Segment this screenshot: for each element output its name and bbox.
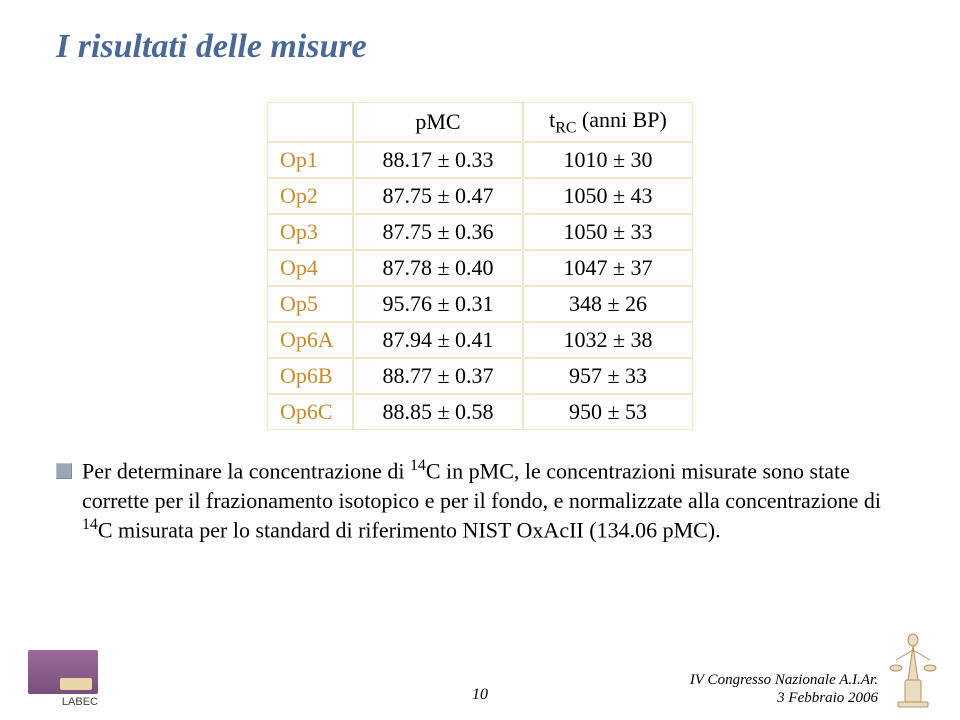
row-label: Op1 [267,142,353,178]
row-pmc: 95.76 ± 0.31 [353,286,523,322]
footer-logo: LABEC [28,650,98,708]
results-table: pMC tRC (anni BP) Op188.17 ± 0.331010 ± … [267,102,693,430]
justice-figure-icon [888,630,938,708]
row-pmc: 87.75 ± 0.47 [353,178,523,214]
row-label: Op3 [267,214,353,250]
bullet-icon [56,463,72,479]
slide-title: I risultati delle misure [56,28,904,66]
row-label: Op4 [267,250,353,286]
row-trc: 1010 ± 30 [523,142,693,178]
row-trc: 1032 ± 38 [523,322,693,358]
header-pmc: pMC [353,102,523,142]
table-body: Op188.17 ± 0.331010 ± 30Op287.75 ± 0.471… [267,142,693,430]
row-trc: 950 ± 53 [523,394,693,430]
row-pmc: 88.85 ± 0.58 [353,394,523,430]
header-trc: tRC (anni BP) [523,102,693,142]
row-trc: 1050 ± 43 [523,178,693,214]
footer-right-text: IV Congresso Nazionale A.I.Ar. 3 Febbrai… [690,671,878,709]
table-header-row: pMC tRC (anni BP) [267,102,693,142]
row-trc: 1050 ± 33 [523,214,693,250]
logo-image [28,650,98,694]
row-label: Op2 [267,178,353,214]
header-empty [267,102,353,142]
table-row: Op188.17 ± 0.331010 ± 30 [267,142,693,178]
row-trc: 1047 ± 37 [523,250,693,286]
row-trc: 957 ± 33 [523,358,693,394]
footer-right: IV Congresso Nazionale A.I.Ar. 3 Febbrai… [690,630,938,708]
row-trc: 348 ± 26 [523,286,693,322]
row-pmc: 87.94 ± 0.41 [353,322,523,358]
row-pmc: 88.17 ± 0.33 [353,142,523,178]
slide-container: I risultati delle misure pMC tRC (anni B… [0,0,960,720]
row-pmc: 87.75 ± 0.36 [353,214,523,250]
results-table-wrap: pMC tRC (anni BP) Op188.17 ± 0.331010 ± … [56,102,904,430]
table-row: Op6B88.77 ± 0.37957 ± 33 [267,358,693,394]
footer-date: 3 Febbraio 2006 [690,689,878,708]
table-row: Op6C88.85 ± 0.58950 ± 53 [267,394,693,430]
row-label: Op6C [267,394,353,430]
logo-label: LABEC [62,696,98,708]
bullet-row: Per determinare la concentrazione di 14C… [56,456,904,544]
table-row: Op595.76 ± 0.31348 ± 26 [267,286,693,322]
footer-conference: IV Congresso Nazionale A.I.Ar. [690,671,878,690]
table-row: Op287.75 ± 0.471050 ± 43 [267,178,693,214]
row-label: Op6A [267,322,353,358]
table-row: Op6A87.94 ± 0.411032 ± 38 [267,322,693,358]
row-pmc: 87.78 ± 0.40 [353,250,523,286]
table-row: Op487.78 ± 0.401047 ± 37 [267,250,693,286]
body-paragraph: Per determinare la concentrazione di 14C… [82,456,904,544]
page-number: 10 [472,686,488,704]
table-row: Op387.75 ± 0.361050 ± 33 [267,214,693,250]
row-pmc: 88.77 ± 0.37 [353,358,523,394]
row-label: Op6B [267,358,353,394]
row-label: Op5 [267,286,353,322]
